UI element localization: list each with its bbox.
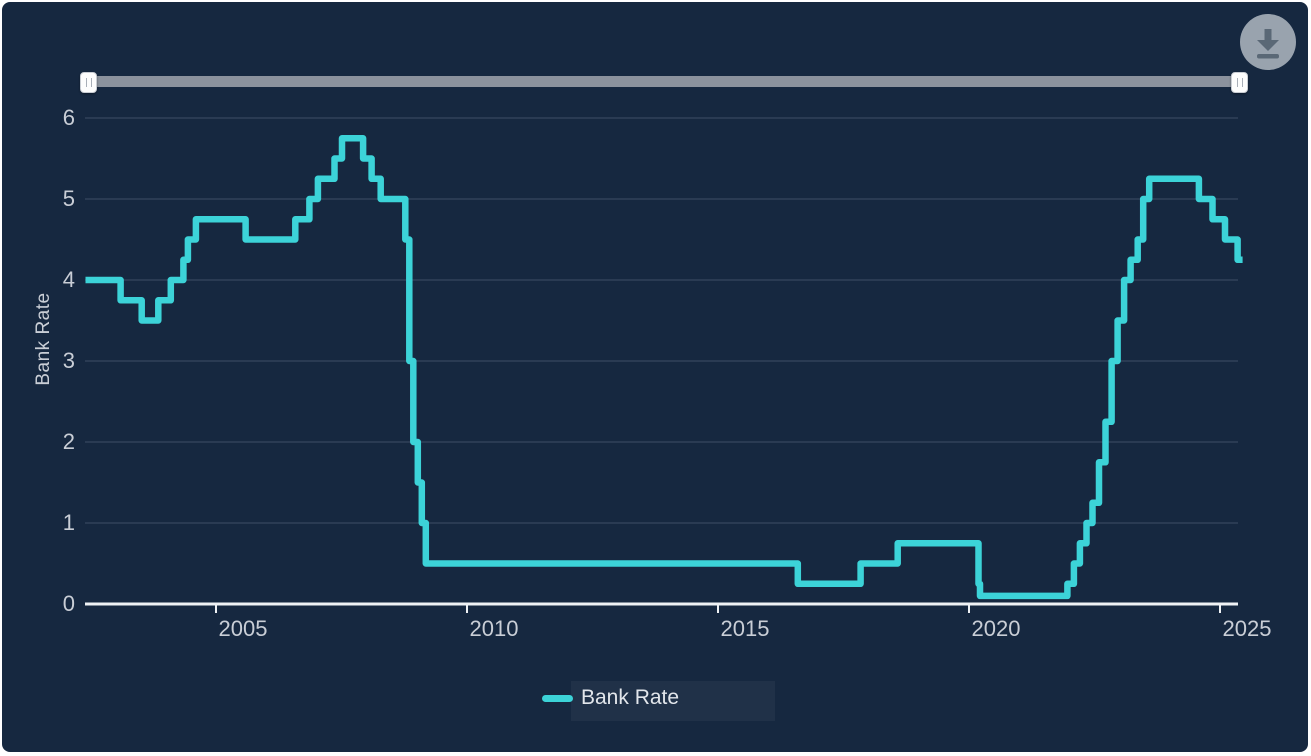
legend-line-swatch xyxy=(542,694,573,702)
bank-rate-line xyxy=(85,135,1243,600)
drag-grip-icon xyxy=(85,78,92,87)
y-tick-label: 3 xyxy=(62,348,75,373)
drag-grip-icon xyxy=(1236,78,1243,87)
x-tick-label: 2025 xyxy=(1222,616,1272,641)
y-tick-label: 6 xyxy=(62,105,75,130)
y-tick-label: 1 xyxy=(62,510,75,535)
x-tick-label: 2015 xyxy=(720,616,770,641)
download-icon xyxy=(1257,29,1279,59)
y-axis-title: Bank Rate xyxy=(33,292,54,386)
x-tick-label: 2020 xyxy=(971,616,1021,641)
y-tick-label: 5 xyxy=(62,186,75,211)
download-button[interactable] xyxy=(1240,14,1296,70)
x-tick-label: 2010 xyxy=(469,616,519,641)
legend-label: Bank Rate xyxy=(581,686,680,709)
legend[interactable]: Bank Rate xyxy=(542,686,679,710)
range-slider-right-handle[interactable] xyxy=(1231,72,1248,93)
x-tick-label: 2005 xyxy=(218,616,268,641)
legend-highlight xyxy=(571,681,775,721)
y-tick-label: 4 xyxy=(62,267,75,292)
y-tick-label: 0 xyxy=(62,591,75,616)
y-tick-label: 2 xyxy=(62,429,75,454)
range-slider-left-handle[interactable] xyxy=(80,72,97,93)
range-slider-track[interactable] xyxy=(80,72,1248,93)
